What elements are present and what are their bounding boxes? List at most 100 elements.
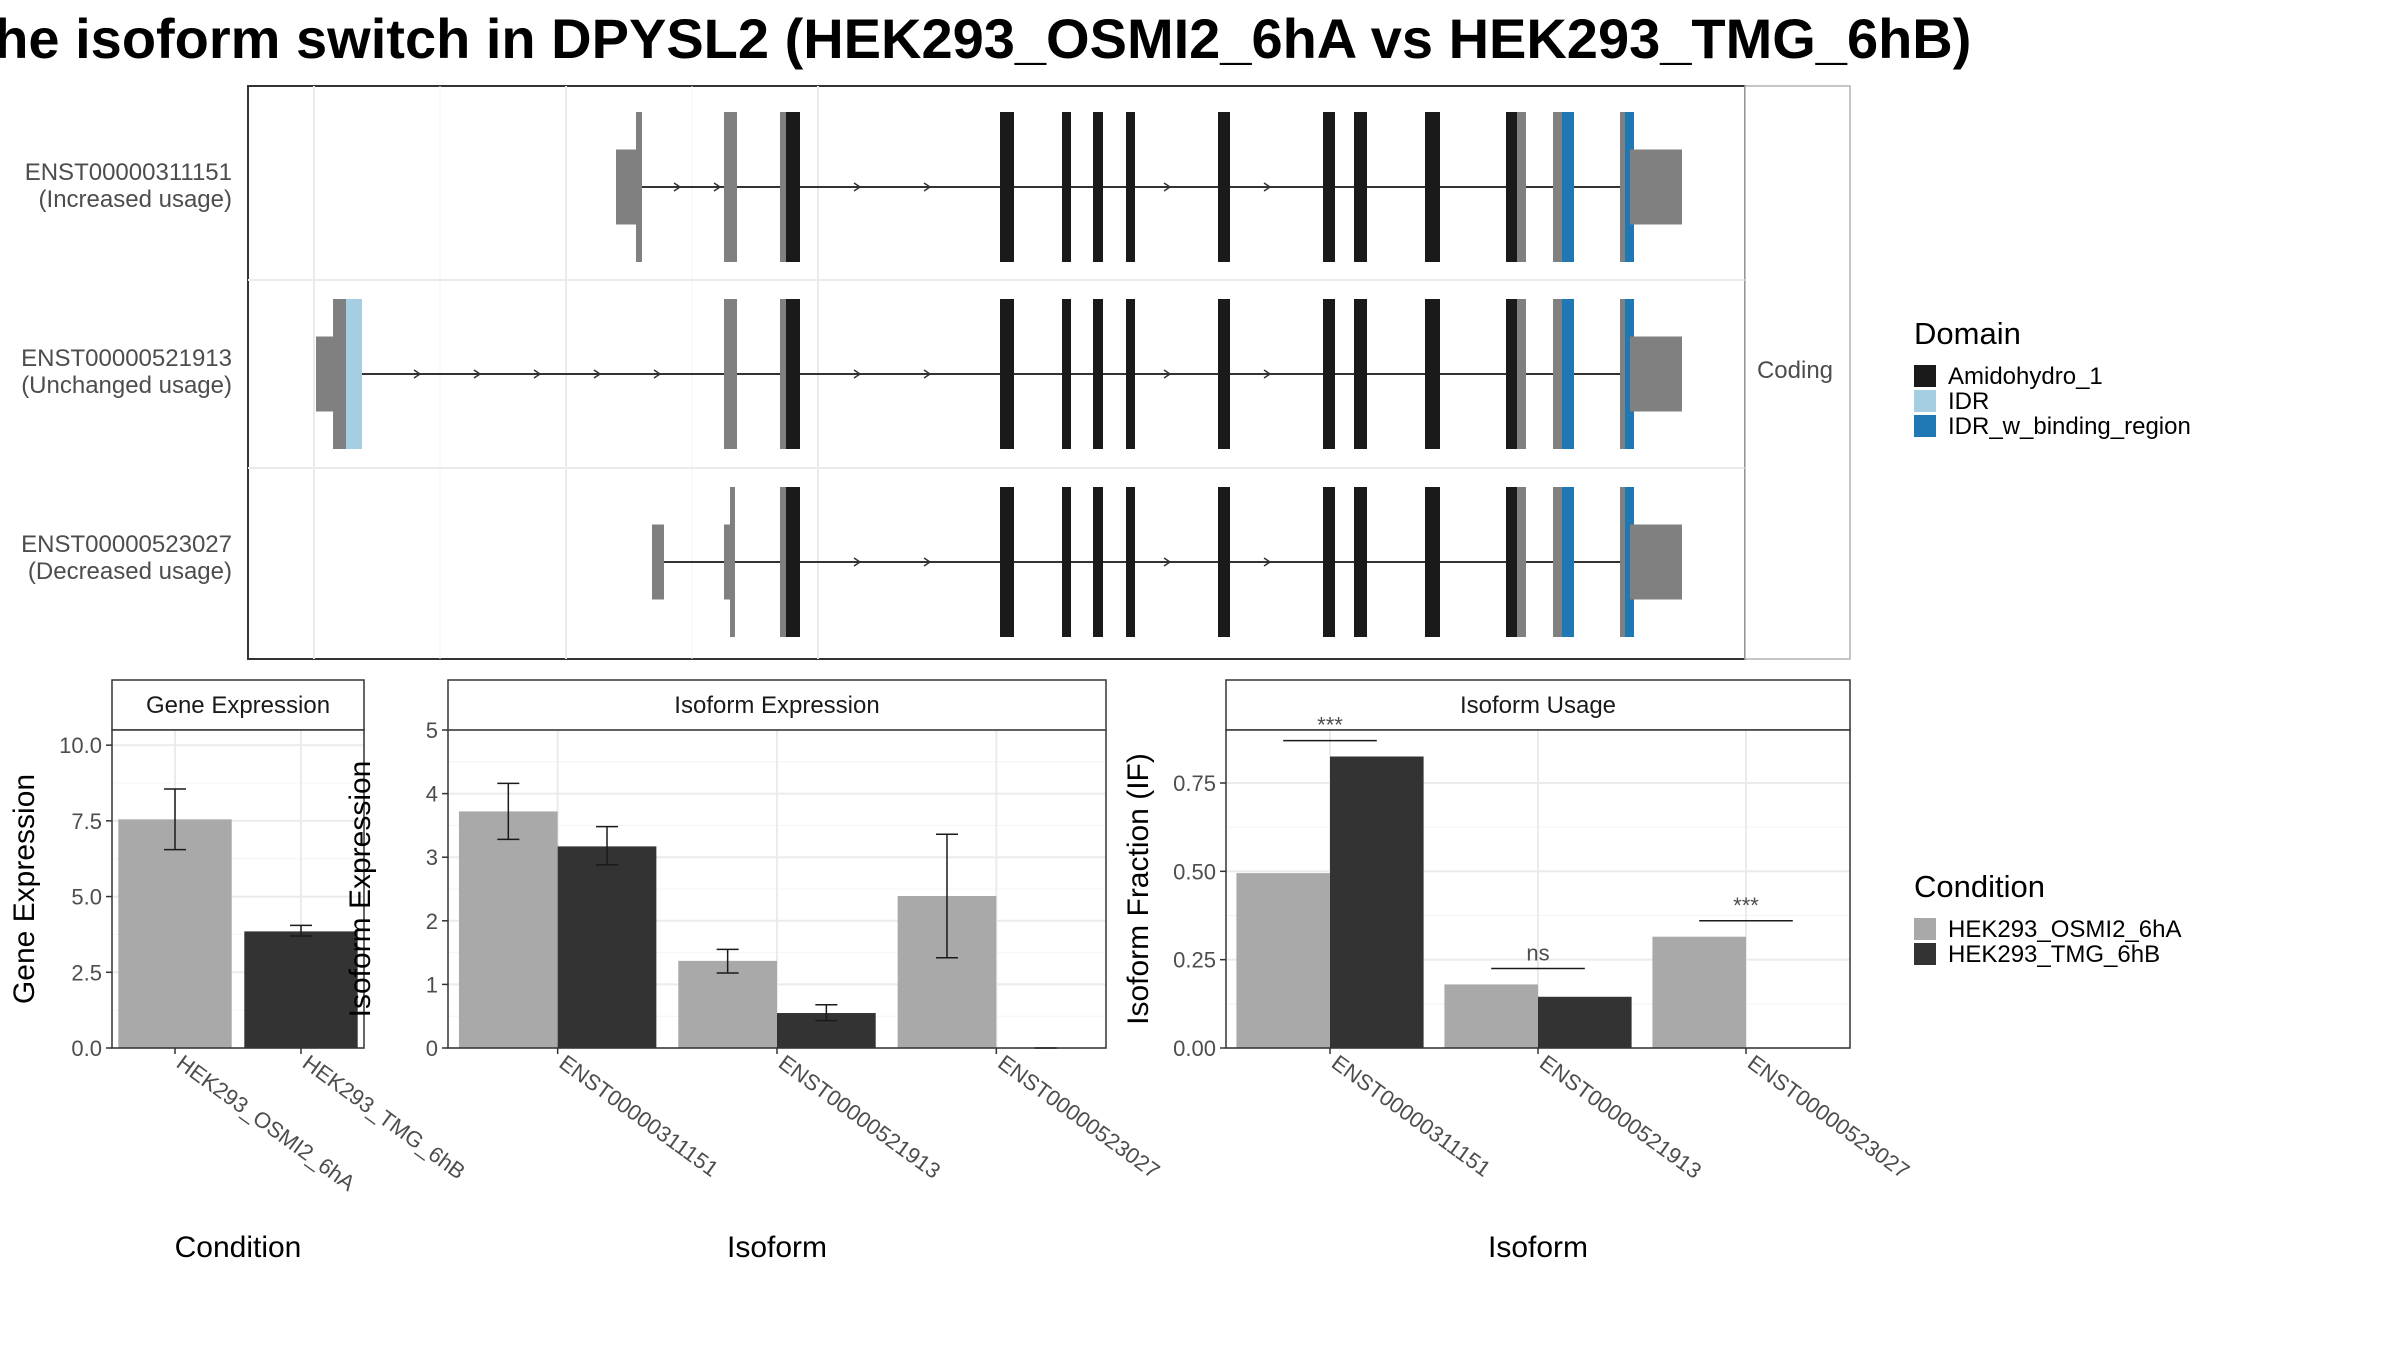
x-tick-label: ENST00000521913 xyxy=(1535,1050,1706,1184)
intron-arrow xyxy=(923,369,932,379)
intron-arrow xyxy=(653,369,662,379)
transcript-1-id: ENST00000311151 xyxy=(25,159,232,186)
exon xyxy=(1218,487,1230,637)
significance-label: *** xyxy=(1733,893,1759,918)
legend-label-idr-binding: IDR_w_binding_region xyxy=(1948,413,2191,440)
y-tick-label: 0.50 xyxy=(1173,859,1216,884)
exon xyxy=(1000,299,1014,449)
domain-legend: Domain Amidohydro_1 IDR IDR_w_binding_re… xyxy=(1914,316,2191,440)
bar-osmi2 xyxy=(118,819,232,1048)
exon xyxy=(1126,487,1135,637)
domain-legend-title: Domain xyxy=(1914,316,2021,351)
exon xyxy=(1218,112,1230,262)
intron-arrow xyxy=(1263,557,1272,567)
transcript-row-3 xyxy=(652,487,1682,637)
error-bar xyxy=(164,788,186,851)
exon xyxy=(1126,299,1135,449)
exon xyxy=(1354,112,1367,262)
exon xyxy=(1323,299,1335,449)
y-tick-label: 1 xyxy=(426,972,438,997)
bar-tmg xyxy=(557,846,657,1048)
legend-label-amidohydro: Amidohydro_1 xyxy=(1948,363,2103,390)
exon xyxy=(1553,112,1563,262)
error-bar xyxy=(815,1004,838,1022)
legend-swatch-amidohydro xyxy=(1914,365,1936,387)
facet-strip xyxy=(447,679,1107,731)
exon xyxy=(1093,487,1103,637)
exon xyxy=(333,299,346,449)
exon xyxy=(1425,299,1440,449)
coding-strip xyxy=(1744,85,1851,660)
bar-osmi2 xyxy=(1236,873,1330,1048)
y-tick-label: 0.25 xyxy=(1173,948,1216,973)
y-axis-title: Isoform Expression xyxy=(344,761,377,1018)
x-tick-label: ENST00000311151 xyxy=(555,1050,723,1182)
exon xyxy=(316,336,334,412)
exon xyxy=(1323,487,1335,637)
exon xyxy=(1620,112,1625,262)
bar-osmi2 xyxy=(678,960,777,1048)
facet-strip xyxy=(1225,679,1851,731)
legend-label-osmi2: HEK293_OSMI2_6hA xyxy=(1948,916,2181,943)
y-tick-label: 0.00 xyxy=(1173,1036,1216,1061)
x-tick-label: ENST00000523027 xyxy=(1743,1050,1914,1184)
intron-arrow xyxy=(1163,182,1172,192)
bar-osmi2 xyxy=(1652,936,1746,1048)
y-tick-label: 5 xyxy=(426,718,438,743)
exon xyxy=(724,524,734,600)
exon xyxy=(1000,487,1014,637)
intron-arrow xyxy=(413,369,422,379)
exon xyxy=(1553,487,1563,637)
error-bar xyxy=(716,948,739,974)
transcript-rows xyxy=(316,112,1682,637)
x-tick-label: ENST00000523027 xyxy=(993,1050,1164,1184)
transcript-2-id: ENST00000521913 xyxy=(21,345,232,372)
y-tick-label: 0 xyxy=(426,1036,438,1061)
exon xyxy=(1553,299,1563,449)
legend-swatch-osmi2 xyxy=(1914,918,1936,940)
bar-tmg xyxy=(244,931,358,1048)
intron-arrow xyxy=(923,557,932,567)
intron-arrow xyxy=(853,182,862,192)
y-tick-label: 0.75 xyxy=(1173,771,1216,796)
isoform-expression-chart: Isoform Expression 0 1 2 3 4 5 ENST00000311151 E… xyxy=(344,679,1164,1264)
exon xyxy=(1323,112,1335,262)
exon xyxy=(1562,487,1574,637)
exon xyxy=(1517,487,1526,637)
error-bar xyxy=(290,924,312,937)
y-axis-title: Gene Expression xyxy=(8,774,41,1004)
x-axis-title: Condition xyxy=(175,1231,302,1264)
exon xyxy=(724,112,737,262)
exon xyxy=(1425,487,1440,637)
intron-arrow xyxy=(473,369,482,379)
plot-border xyxy=(111,729,365,1049)
exon xyxy=(1620,487,1625,637)
exon xyxy=(652,524,664,600)
exon xyxy=(1062,112,1071,262)
exon xyxy=(1126,112,1135,262)
exon xyxy=(1354,299,1367,449)
legend-swatch-tmg xyxy=(1914,943,1936,965)
y-tick-label: 0.0 xyxy=(71,1036,102,1061)
condition-legend: Condition HEK293_OSMI2_6hA HEK293_TMG_6h… xyxy=(1914,869,2181,968)
x-axis-title: Isoform xyxy=(1488,1231,1588,1264)
exon xyxy=(1062,487,1071,637)
y-tick-label: 5.0 xyxy=(71,885,102,910)
transcript-3-usage: (Decreased usage) xyxy=(28,558,232,585)
exon xyxy=(1093,299,1103,449)
error-bar xyxy=(596,825,619,866)
exon xyxy=(1062,299,1071,449)
y-tick-label: 3 xyxy=(426,845,438,870)
y-tick-label: 7.5 xyxy=(71,809,102,834)
bar-tmg xyxy=(1538,996,1632,1048)
intron-arrow xyxy=(533,369,542,379)
intron-arrow xyxy=(713,182,722,192)
exon xyxy=(1562,299,1574,449)
transcript-1-usage: (Increased usage) xyxy=(39,186,232,213)
exon xyxy=(1425,112,1440,262)
facet-strip-title: Gene Expression xyxy=(146,692,330,719)
intron-arrow xyxy=(593,369,602,379)
condition-legend-title: Condition xyxy=(1914,869,2045,904)
exon xyxy=(1093,112,1103,262)
